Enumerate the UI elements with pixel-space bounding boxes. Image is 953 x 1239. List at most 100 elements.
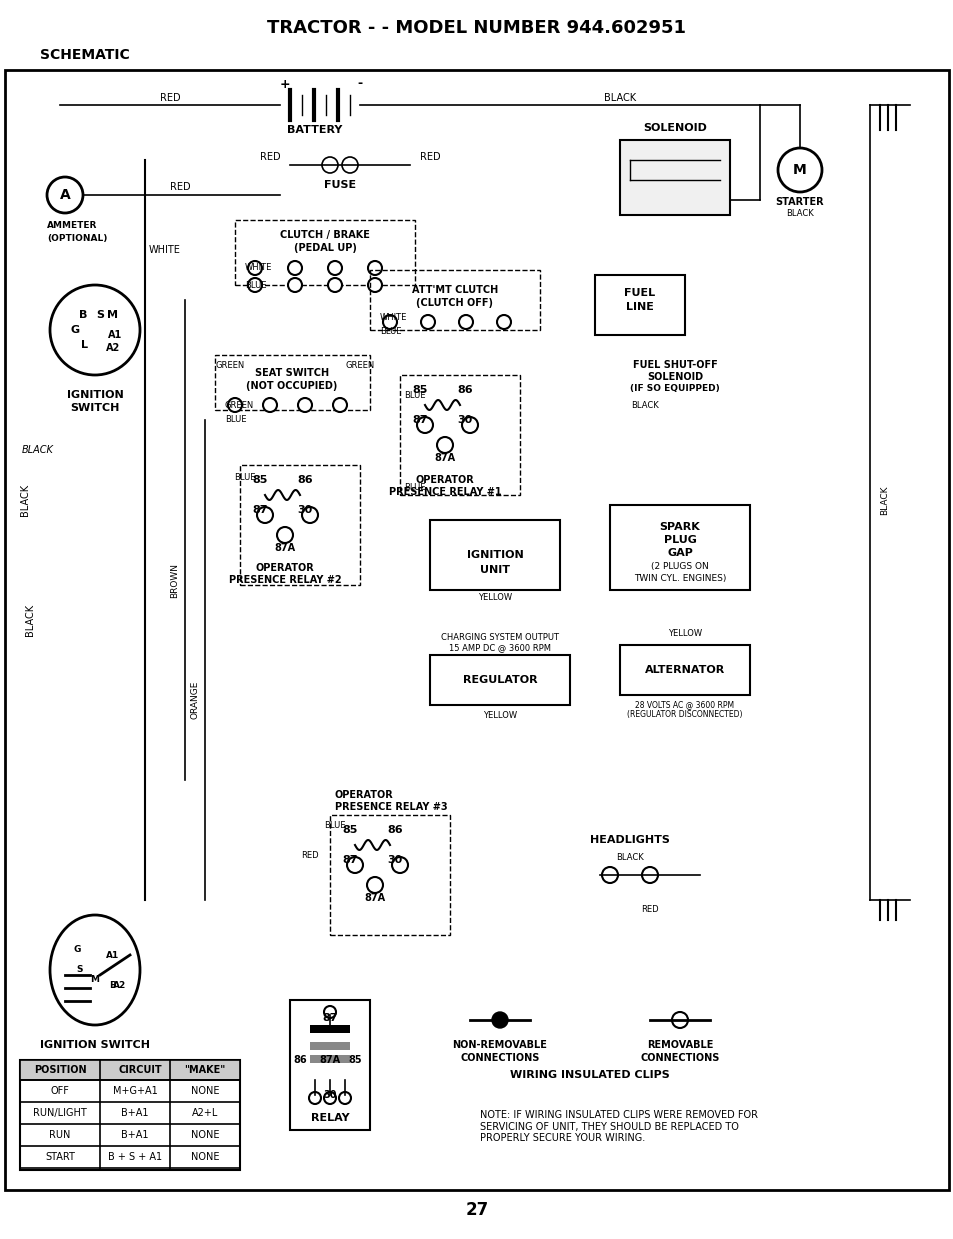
Text: IGNITION SWITCH: IGNITION SWITCH [40, 1040, 150, 1049]
Text: ALTERNATOR: ALTERNATOR [644, 665, 724, 675]
Text: 27: 27 [465, 1201, 488, 1219]
Circle shape [228, 398, 242, 413]
Text: A2: A2 [113, 980, 127, 990]
Text: (REGULATOR DISCONNECTED): (REGULATOR DISCONNECTED) [626, 710, 742, 720]
Text: SPARK: SPARK [659, 522, 700, 532]
Text: G: G [71, 325, 79, 335]
Text: B: B [79, 310, 87, 320]
Text: TWIN CYL. ENGINES): TWIN CYL. ENGINES) [633, 575, 725, 584]
Text: GAP: GAP [666, 548, 692, 558]
Text: FUSE: FUSE [324, 180, 355, 190]
Text: M: M [108, 310, 118, 320]
Bar [619, 646, 749, 695]
Text: (OPTIONAL): (OPTIONAL) [47, 233, 108, 243]
Circle shape [416, 418, 433, 432]
Text: RUN: RUN [50, 1130, 71, 1140]
Text: TRACTOR - - MODEL NUMBER 944.602951: TRACTOR - - MODEL NUMBER 944.602951 [267, 19, 686, 37]
Text: BLUE: BLUE [225, 415, 246, 425]
Circle shape [324, 1006, 335, 1018]
Text: BLACK: BLACK [603, 93, 636, 103]
Bar [619, 140, 729, 216]
Text: RED: RED [419, 152, 440, 162]
Text: S: S [96, 310, 104, 320]
Text: 87A: 87A [319, 1054, 340, 1066]
Text: A2: A2 [106, 343, 120, 353]
Bar [430, 520, 559, 590]
Circle shape [436, 437, 453, 453]
Text: 15 AMP DC @ 3600 RPM: 15 AMP DC @ 3600 RPM [449, 643, 551, 653]
Circle shape [368, 261, 381, 275]
Circle shape [328, 261, 341, 275]
Bar [430, 655, 569, 705]
Text: 30: 30 [297, 506, 313, 515]
Text: (PEDAL UP): (PEDAL UP) [294, 243, 356, 253]
Text: -: - [357, 78, 362, 90]
Text: 85: 85 [348, 1054, 361, 1066]
Circle shape [497, 315, 511, 330]
Text: WIRING INSULATED CLIPS: WIRING INSULATED CLIPS [510, 1070, 669, 1080]
Circle shape [420, 315, 435, 330]
Text: 86: 86 [293, 1054, 307, 1066]
Circle shape [324, 1092, 335, 1104]
Text: AMMETER: AMMETER [47, 221, 97, 229]
Circle shape [341, 157, 357, 173]
Text: 85: 85 [252, 475, 268, 484]
Text: L: L [81, 339, 89, 349]
Text: 30: 30 [456, 415, 472, 425]
Text: RED: RED [259, 152, 280, 162]
Text: RUN/LIGHT: RUN/LIGHT [33, 1108, 87, 1118]
Circle shape [778, 147, 821, 192]
Text: 87: 87 [322, 1014, 337, 1023]
Circle shape [601, 867, 618, 883]
Circle shape [309, 1092, 320, 1104]
Text: 30: 30 [323, 1090, 336, 1100]
Text: B+A1: B+A1 [121, 1108, 149, 1118]
Text: OPERATOR: OPERATOR [255, 563, 314, 572]
Text: SCHEMATIC: SCHEMATIC [40, 48, 130, 62]
Text: 85: 85 [412, 385, 427, 395]
Circle shape [368, 278, 381, 292]
Text: FUEL: FUEL [624, 287, 655, 299]
Text: 87A: 87A [364, 893, 385, 903]
Text: M+G+A1: M+G+A1 [112, 1087, 157, 1097]
Text: GREEN: GREEN [225, 400, 254, 410]
Circle shape [458, 315, 473, 330]
Text: (NOT OCCUPIED): (NOT OCCUPIED) [246, 382, 337, 392]
Text: BROWN: BROWN [171, 563, 179, 597]
Circle shape [263, 398, 276, 413]
Bar [595, 275, 684, 335]
Text: BLACK: BLACK [616, 854, 643, 862]
Text: NON-REMOVABLE: NON-REMOVABLE [452, 1040, 547, 1049]
Text: PRESENCE RELAY #3: PRESENCE RELAY #3 [335, 802, 447, 812]
Text: A: A [59, 188, 71, 202]
Text: SWITCH: SWITCH [71, 403, 119, 413]
Text: CIRCUIT: CIRCUIT [118, 1066, 162, 1075]
Circle shape [288, 261, 302, 275]
Text: POSITION: POSITION [33, 1066, 86, 1075]
Circle shape [328, 278, 341, 292]
Text: M: M [91, 975, 99, 985]
Text: BLACK: BLACK [785, 209, 813, 218]
Circle shape [276, 527, 293, 543]
Text: B + S + A1: B + S + A1 [108, 1152, 162, 1162]
Text: PRESENCE RELAY #2: PRESENCE RELAY #2 [229, 575, 341, 585]
Bar [214, 356, 370, 410]
Text: IGNITION: IGNITION [466, 550, 523, 560]
Text: RED: RED [170, 182, 190, 192]
Text: 87: 87 [342, 855, 357, 865]
Text: YELLOW: YELLOW [477, 593, 512, 602]
Text: LINE: LINE [625, 302, 653, 312]
Text: STARTER: STARTER [775, 197, 823, 207]
Text: BLACK: BLACK [20, 484, 30, 517]
Bar [234, 221, 415, 285]
Circle shape [461, 418, 477, 432]
Text: B: B [110, 980, 116, 990]
Text: SOLENOID: SOLENOID [642, 123, 706, 133]
Text: RED: RED [159, 93, 180, 103]
Bar [240, 465, 359, 585]
Circle shape [492, 1012, 507, 1028]
Text: 28 VOLTS AC @ 3600 RPM: 28 VOLTS AC @ 3600 RPM [635, 700, 734, 710]
Text: BLACK: BLACK [631, 400, 659, 410]
Circle shape [248, 261, 262, 275]
Circle shape [288, 278, 302, 292]
